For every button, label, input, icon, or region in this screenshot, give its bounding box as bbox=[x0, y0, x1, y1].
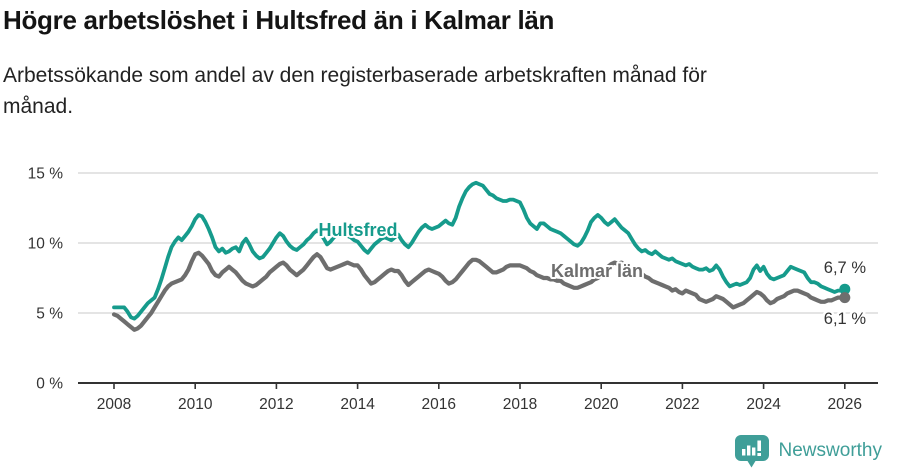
series-end-dot bbox=[839, 283, 851, 295]
x-axis-tick-label: 2010 bbox=[178, 396, 213, 413]
bar-chart-bubble-icon bbox=[734, 435, 769, 468]
x-axis-tick-label: 2024 bbox=[746, 396, 781, 413]
brand-name: Newsworthy bbox=[778, 440, 882, 461]
x-axis-tick-label: 2018 bbox=[503, 396, 537, 413]
series-label: Kalmar län bbox=[551, 261, 643, 281]
y-axis-tick-label: 0 % bbox=[36, 376, 63, 393]
y-axis-tick-label: 15 % bbox=[28, 166, 64, 183]
series-label: Hultsfred bbox=[318, 220, 397, 240]
y-axis-tick-label: 10 % bbox=[28, 236, 64, 253]
line-chart: 0 % 5 % 10 % 15 % 2008 2010 2012 2014 2016 2018 20… bbox=[28, 166, 878, 413]
series-end-value-label: 6,7 % bbox=[824, 259, 867, 277]
x-axis-tick-label: 2026 bbox=[828, 396, 862, 413]
series-end-value-label: 6,1 % bbox=[824, 310, 867, 328]
x-axis-tick-label: 2012 bbox=[259, 396, 293, 413]
kalmar-lan-line bbox=[111, 250, 847, 332]
x-axis-tick-label: 2022 bbox=[665, 396, 699, 413]
hultsfred-line bbox=[112, 180, 847, 321]
y-axis-tick-label: 5 % bbox=[36, 306, 63, 323]
series-end-dot bbox=[839, 292, 851, 304]
newsworthy-logo: Newsworthy bbox=[734, 434, 882, 468]
x-axis-tick-label: 2020 bbox=[584, 396, 619, 413]
x-axis-tick-label: 2014 bbox=[340, 396, 375, 413]
x-axis-tick-label: 2016 bbox=[422, 396, 456, 413]
x-axis-tick-label: 2008 bbox=[97, 396, 131, 413]
chart-title: Högre arbetslöshet i Hultsfred än i Kalm… bbox=[3, 5, 555, 35]
chart-subtitle: Arbetssökande som andel av den registerb… bbox=[3, 64, 707, 118]
